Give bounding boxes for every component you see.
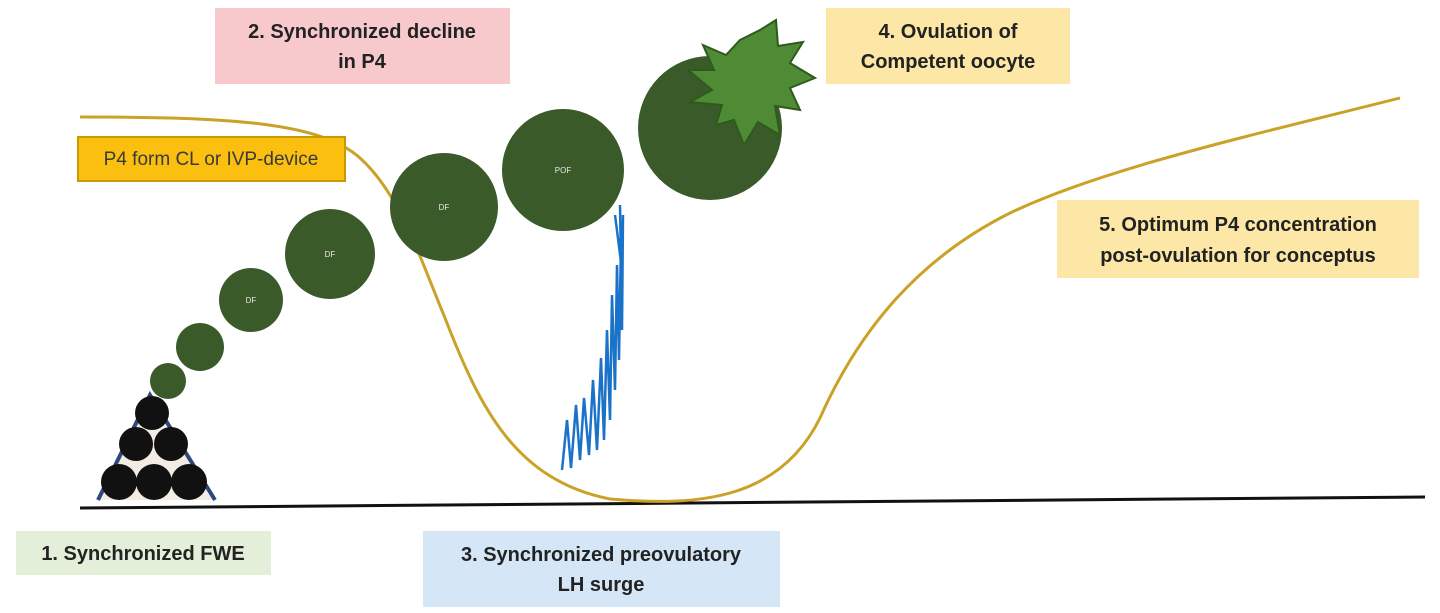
step2-label-line1: 2. Synchronized decline [248, 21, 476, 43]
step1-label: 1. Synchronized FWE [41, 543, 244, 565]
step3-label-line2: LH surge [558, 574, 645, 596]
growing-follicle [176, 323, 224, 371]
baseline-axis [79, 495, 1426, 510]
step4-label-line2: Competent oocyte [861, 51, 1035, 73]
follicle-label-3: DF [439, 203, 450, 212]
p4-source-label: P4 form CL or IVP-device [104, 149, 319, 170]
follicle-label-2: DF [325, 250, 336, 259]
small-follicle [171, 464, 207, 500]
step2-box [215, 8, 510, 84]
dominant-follicle-1 [219, 268, 283, 332]
step4-label-line1: 4. Ovulation of [879, 21, 1018, 43]
step3-label-line1: 3. Synchronized preovulatory [461, 544, 742, 566]
step5-box [1057, 200, 1419, 278]
step5-label-line1: 5. Optimum P4 concentration [1099, 214, 1377, 236]
small-follicle [119, 427, 153, 461]
lh-surge-pulses [560, 204, 625, 471]
p4-source-box [77, 136, 346, 182]
small-follicle [101, 464, 137, 500]
oocyte-release-burst [685, 18, 818, 148]
small-follicle [135, 396, 169, 430]
dominant-follicle-3 [390, 153, 498, 261]
step1-box [16, 531, 271, 575]
dominant-follicle-2 [285, 209, 375, 299]
step4-box [826, 8, 1070, 84]
small-follicle [154, 427, 188, 461]
follicle-label-4: POF [555, 166, 572, 175]
preovulatory-follicle [502, 109, 624, 231]
follicle-label-1: DF [246, 296, 257, 305]
small-follicle [136, 464, 172, 500]
step3-box [423, 531, 780, 607]
step2-label-line2: in P4 [338, 51, 387, 73]
p4-concentration-curve [79, 96, 1401, 503]
growing-follicle [150, 363, 186, 399]
follicle-pyramid [96, 390, 217, 502]
step5-label-line2: post-ovulation for conceptus [1100, 245, 1376, 267]
